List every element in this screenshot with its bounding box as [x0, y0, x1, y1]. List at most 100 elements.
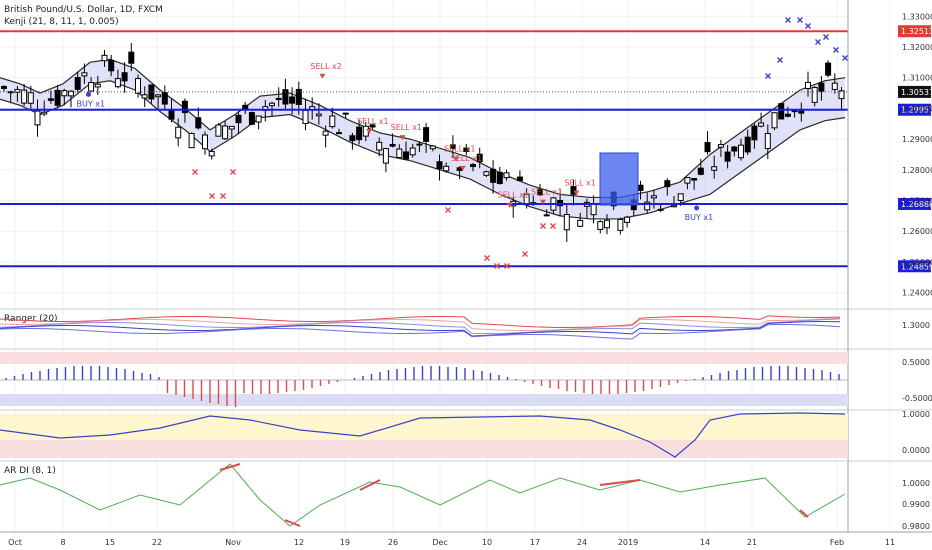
level-price-tag: 1.32513	[898, 25, 932, 38]
candle	[577, 212, 584, 228]
tdi-lower-zone	[0, 440, 848, 458]
candle	[490, 160, 497, 194]
candle	[108, 54, 115, 77]
candle	[376, 137, 383, 157]
candle	[222, 121, 229, 141]
candle	[825, 60, 832, 78]
candle	[644, 192, 651, 213]
candle	[41, 100, 48, 117]
candle	[1, 85, 7, 92]
candle	[724, 145, 731, 169]
time-tick-label: Feb	[830, 538, 844, 547]
candle	[570, 179, 577, 206]
sell-signal-label: SELL x1	[564, 178, 595, 187]
price-tick-label: 1.33000	[902, 12, 932, 21]
price-panel[interactable]: 1.32513 1.29957 1.26888 1.24859 1.30537 BUY …	[0, 17, 932, 273]
candle	[275, 87, 282, 107]
candle	[175, 118, 182, 147]
x-marker	[220, 193, 226, 199]
candle	[624, 215, 631, 228]
tdi-line	[0, 412, 846, 458]
candle	[101, 49, 108, 67]
candle	[751, 123, 758, 149]
candle	[7, 90, 14, 103]
candle	[470, 162, 476, 172]
candle	[537, 183, 543, 196]
level-price-tag: 1.24859	[898, 260, 932, 273]
time-tick-label: 2019	[618, 538, 638, 547]
x-marker	[209, 193, 215, 199]
candle	[228, 125, 235, 139]
panel-tick-label: 0.9900	[902, 500, 930, 509]
candle	[329, 107, 336, 129]
candle	[27, 85, 34, 110]
x-marker	[815, 39, 821, 45]
sell-signal-label: SELL x2	[310, 62, 341, 71]
candle	[778, 103, 785, 120]
sell-signal-label: SELL x1	[357, 117, 388, 126]
sell-signal-label: SELL x1	[498, 191, 529, 200]
candle	[516, 170, 523, 182]
candle	[61, 88, 68, 106]
x-marker	[540, 223, 546, 229]
indicator-panels: Ranger (20)1.3000MSI (10)0.5000-0.5000TD…	[0, 308, 932, 531]
level-price-label: 1.29957	[901, 106, 932, 115]
candle	[68, 90, 74, 108]
candle	[657, 204, 664, 213]
time-tick-label: 24	[577, 538, 587, 547]
candle	[389, 133, 396, 148]
sell-signal: SELL x1	[451, 154, 482, 171]
x-marker	[777, 57, 783, 63]
candle	[188, 132, 195, 149]
candle	[563, 204, 570, 242]
sell-signal-label: SELL x1	[451, 154, 482, 163]
sell-signal: SELL x1	[357, 117, 389, 135]
candle	[476, 147, 483, 169]
time-tick-label: Nov	[225, 538, 241, 547]
price-tick-label: 1.29000	[902, 135, 932, 144]
buy-signal-label: BUY x1	[77, 99, 106, 108]
candle	[744, 129, 751, 155]
candle	[94, 75, 101, 95]
time-axis[interactable]: Oct 8 15 22 Nov 12 19 26 Dec 10 17 24 2019 14 21 Feb 11	[0, 531, 932, 547]
x-marker	[550, 223, 556, 229]
candle	[604, 214, 610, 235]
x-markers	[192, 17, 848, 269]
candle	[543, 209, 550, 217]
x-marker	[522, 251, 528, 257]
candle	[403, 141, 409, 160]
x-marker	[192, 169, 198, 175]
candle	[14, 86, 21, 102]
horizontal-levels[interactable]: 1.32513 1.29957 1.26888 1.24859 1.30537	[0, 25, 932, 273]
candle	[671, 196, 677, 208]
candle	[255, 115, 262, 130]
candle	[758, 112, 765, 128]
candle	[684, 177, 691, 190]
panel-title: AR DI (8, 1)	[4, 466, 56, 476]
buy-signal: BUY x1	[77, 91, 106, 108]
candle	[81, 63, 88, 84]
panel-tick-label: 0.5000	[902, 358, 930, 367]
time-tick-label: 14	[700, 538, 710, 547]
sell-signal: SELL x1	[444, 145, 475, 162]
candle	[369, 123, 376, 130]
time-tick-label: 11	[885, 538, 895, 547]
sell-signal: SELL x1	[391, 123, 422, 141]
time-tick-label: 26	[388, 538, 398, 547]
x-marker	[504, 263, 510, 269]
candle	[423, 122, 430, 154]
panel-tick-label: 1.0000	[902, 410, 930, 419]
panel-tick-label: 0.0000	[902, 446, 930, 455]
candle	[784, 106, 791, 118]
level-price-label: 1.26888	[901, 200, 932, 209]
candle	[711, 155, 718, 179]
candle	[21, 83, 28, 106]
buy-signal: BUY x1	[685, 205, 713, 222]
panel-tick-label: 1.0000	[902, 479, 930, 488]
time-tick-label: 8	[60, 538, 65, 547]
candle	[496, 166, 503, 185]
candle	[155, 93, 162, 109]
indicator-label: Kenji (21, 8, 11, 1, 0.005)	[4, 17, 119, 27]
x-marker	[833, 47, 839, 53]
